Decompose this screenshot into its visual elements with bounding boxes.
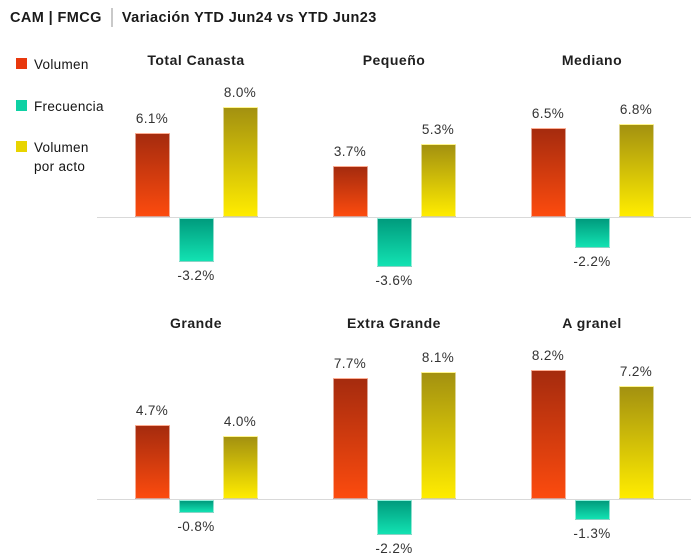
bar-volumen xyxy=(332,378,368,499)
bar-volumen xyxy=(134,133,170,217)
legend-label: Volumen por acto xyxy=(34,140,89,174)
legend-label: Volumen xyxy=(34,57,89,72)
bar-volumen-por-acto xyxy=(222,436,258,499)
panel-title: Grande xyxy=(169,315,222,331)
bar-frecuencia xyxy=(574,218,610,248)
value-label-volumen: 6.1% xyxy=(135,111,169,126)
value-label-frecuencia: -0.8% xyxy=(177,519,215,534)
value-label-frecuencia: -3.6% xyxy=(375,273,413,288)
zero-axis-line xyxy=(493,217,691,218)
value-label-volumen-por-acto: 8.0% xyxy=(223,85,257,100)
bar-volumen xyxy=(332,166,368,217)
legend-item-volumen-por-acto: Volumen por acto xyxy=(16,138,112,176)
value-label-volumen-por-acto: 4.0% xyxy=(223,414,257,429)
value-label-volumen: 3.7% xyxy=(333,144,367,159)
value-label-volumen: 4.7% xyxy=(135,403,169,418)
page-title: Variación YTD Jun24 vs YTD Jun23 xyxy=(121,9,377,26)
value-label-volumen: 7.7% xyxy=(333,356,367,371)
bar-volumen-por-acto xyxy=(618,386,654,499)
panel-title: A granel xyxy=(562,315,622,331)
value-label-volumen-por-acto: 7.2% xyxy=(619,364,653,379)
bar-volumen xyxy=(134,425,170,499)
panel-title: Pequeño xyxy=(362,52,426,68)
volumen-por-acto-swatch-icon xyxy=(16,141,27,152)
value-label-frecuencia: -2.2% xyxy=(375,541,413,556)
bar-frecuencia xyxy=(178,500,214,513)
bar-frecuencia xyxy=(376,500,412,535)
legend-item-frecuencia: Frecuencia xyxy=(16,97,104,116)
zero-axis-line xyxy=(295,499,493,500)
zero-axis-line xyxy=(97,217,295,218)
value-label-frecuencia: -1.3% xyxy=(573,526,611,541)
chart-panel-peque-o: Pequeño 3.7% -3.6% 5.3% xyxy=(295,45,493,295)
value-label-volumen: 8.2% xyxy=(531,348,565,363)
value-label-volumen-por-acto: 6.8% xyxy=(619,102,653,117)
zero-axis-line xyxy=(493,499,691,500)
value-label-frecuencia: -2.2% xyxy=(573,254,611,269)
report-header: CAM | FMCG Variación YTD Jun24 vs YTD Ju… xyxy=(10,8,377,27)
legend-item-volumen: Volumen xyxy=(16,55,89,74)
value-label-frecuencia: -3.2% xyxy=(177,268,215,283)
frecuencia-swatch-icon xyxy=(16,100,27,111)
header-divider xyxy=(110,8,113,27)
chart-panel-mediano: Mediano 6.5% -2.2% 6.8% xyxy=(493,45,691,295)
bar-frecuencia xyxy=(574,500,610,520)
chart-panel-grande: Grande 4.7% -0.8% 4.0% xyxy=(97,305,295,560)
zero-axis-line xyxy=(295,217,493,218)
value-label-volumen-por-acto: 8.1% xyxy=(421,350,455,365)
bar-frecuencia xyxy=(376,218,412,267)
value-label-volumen: 6.5% xyxy=(531,106,565,121)
volumen-swatch-icon xyxy=(16,58,27,69)
bar-volumen-por-acto xyxy=(618,124,654,217)
bar-volumen-por-acto xyxy=(420,144,456,217)
bar-volumen-por-acto xyxy=(420,372,456,499)
legend-label: Frecuencia xyxy=(34,99,104,114)
zero-axis-line xyxy=(97,499,295,500)
bar-volumen xyxy=(530,370,566,499)
chart-panel-extra-grande: Extra Grande 7.7% -2.2% 8.1% xyxy=(295,305,493,560)
panel-title: Mediano xyxy=(561,52,623,68)
panel-title: Total Canasta xyxy=(147,52,245,68)
chart-panel-total-canasta: Total Canasta 6.1% -3.2% 8.0% xyxy=(97,45,295,295)
panel-title: Extra Grande xyxy=(347,315,441,331)
bar-frecuencia xyxy=(178,218,214,262)
brand-label: CAM | FMCG xyxy=(10,9,102,26)
bar-volumen xyxy=(530,128,566,217)
bar-volumen-por-acto xyxy=(222,107,258,217)
value-label-volumen-por-acto: 5.3% xyxy=(421,122,455,137)
chart-panel-a-granel: A granel 8.2% -1.3% 7.2% xyxy=(493,305,691,560)
